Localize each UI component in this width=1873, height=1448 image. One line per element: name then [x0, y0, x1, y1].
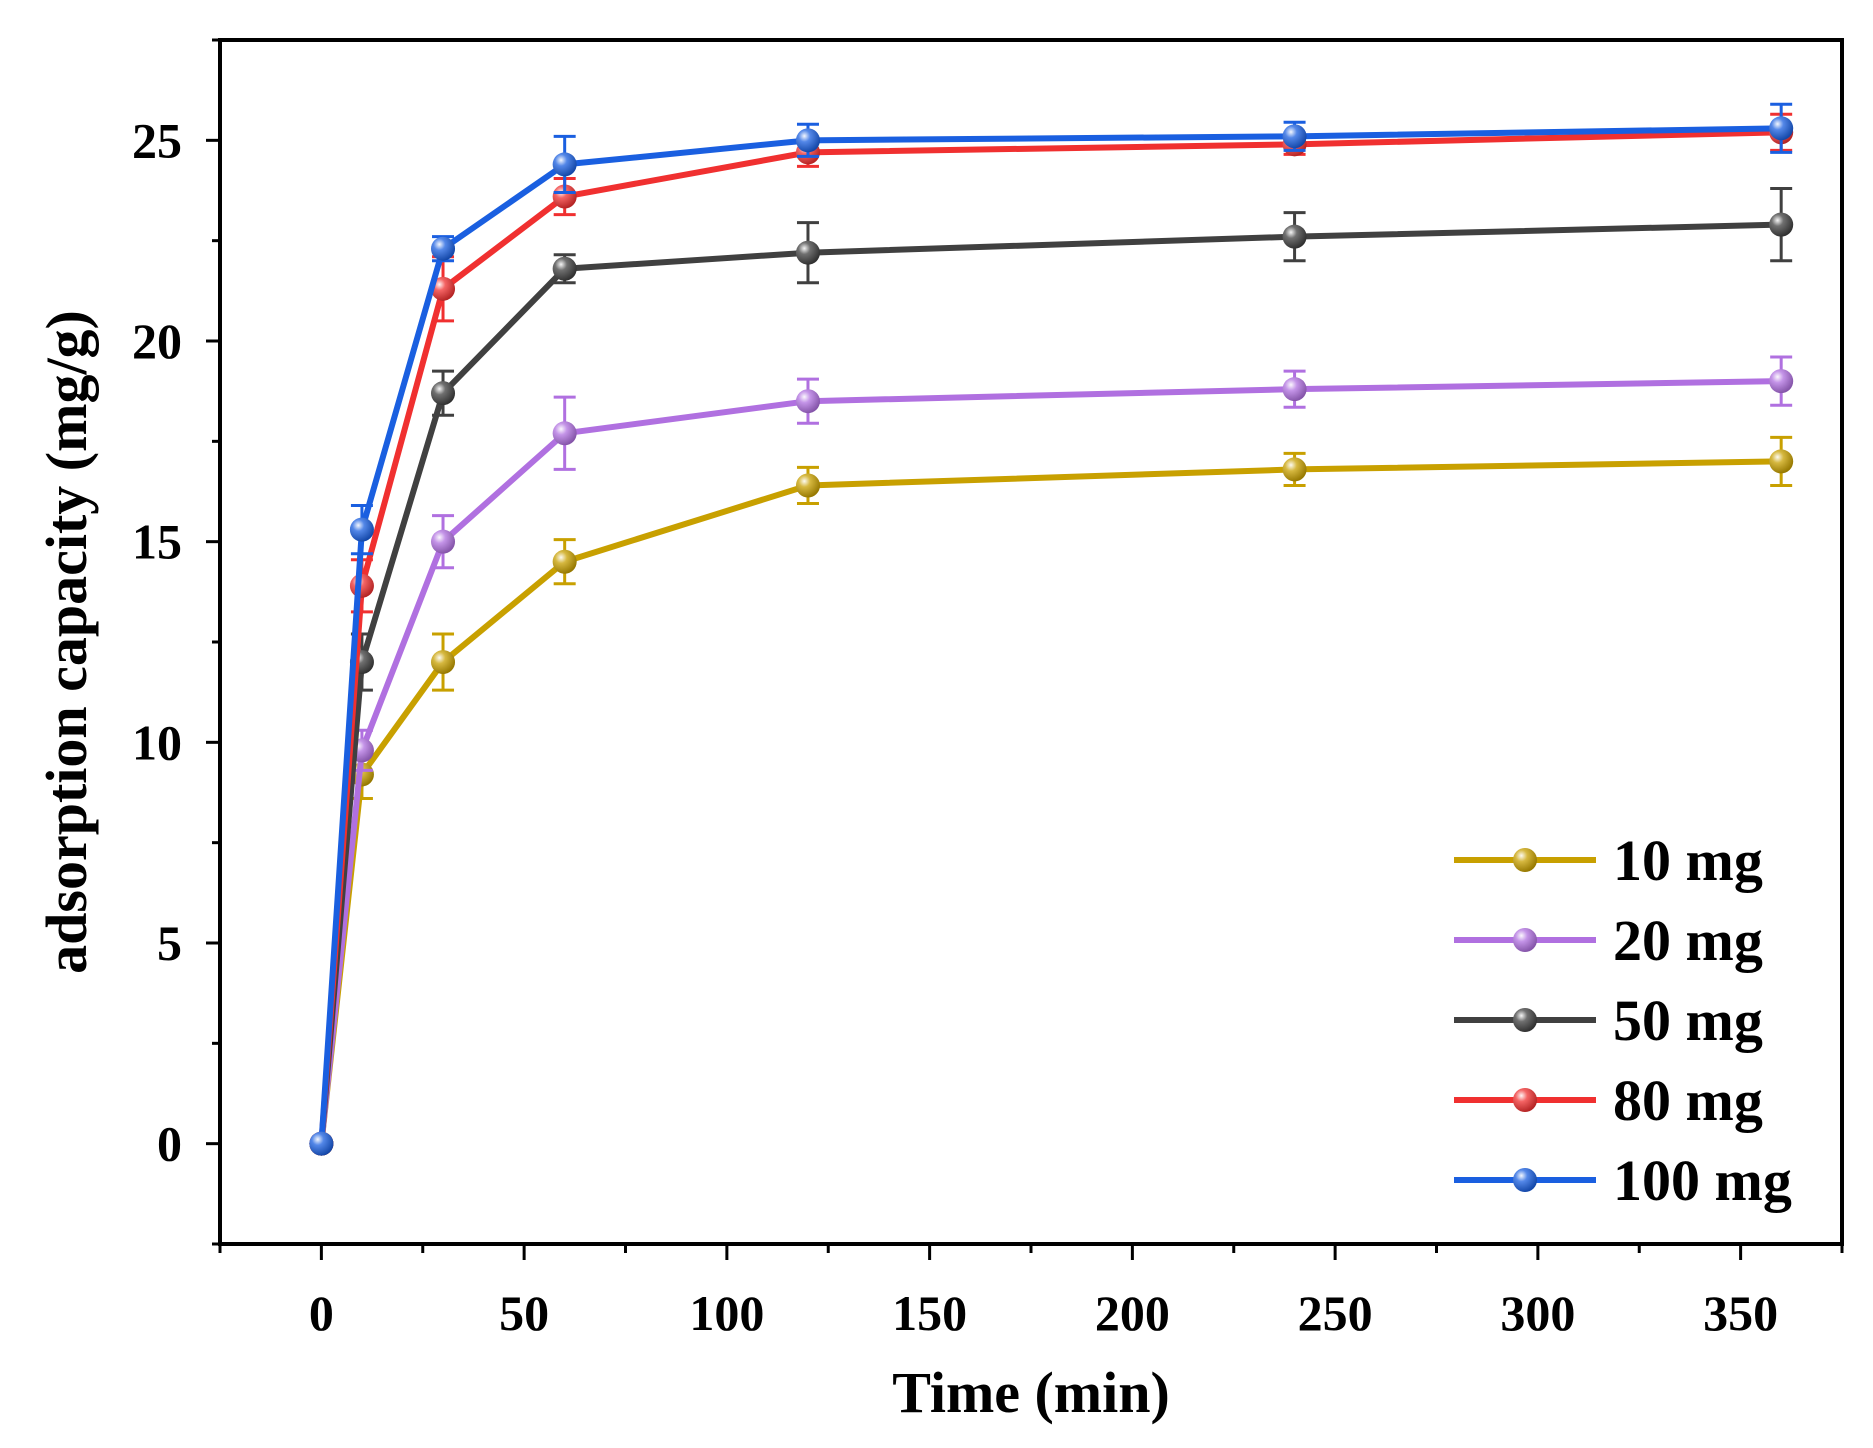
- data-point-shade: [431, 276, 456, 301]
- x-tick-label: 50: [499, 1285, 549, 1341]
- legend-label: 20 mg: [1613, 908, 1763, 973]
- series-line: [318, 125, 1782, 1144]
- data-point-shade: [1282, 377, 1307, 402]
- data-point-shade: [552, 152, 577, 177]
- legend-marker-shade: [1513, 848, 1537, 872]
- data-point-shade: [795, 389, 820, 414]
- x-tick-label: 200: [1095, 1285, 1170, 1341]
- data-point-shade: [552, 421, 577, 446]
- legend-label: 10 mg: [1613, 828, 1763, 893]
- legend-label: 50 mg: [1613, 988, 1763, 1053]
- data-point-shade: [1769, 212, 1794, 237]
- data-point-shade: [1769, 116, 1794, 141]
- legend: 10 mg 20 mg 50 mg 80 mg 100 mg: [1454, 828, 1792, 1213]
- plot-area: [309, 102, 1794, 1156]
- legend-label: 80 mg: [1613, 1068, 1763, 1133]
- data-point-shade: [1282, 124, 1307, 149]
- y-tick-label: 10: [132, 714, 182, 770]
- data-point-shade: [309, 1131, 334, 1156]
- legend-marker-shade: [1513, 1008, 1537, 1032]
- data-point-shade: [431, 381, 456, 406]
- x-tick-label: 100: [689, 1285, 764, 1341]
- series-line: [318, 221, 1782, 1144]
- data-point-shade: [552, 549, 577, 574]
- x-tick-label: 0: [309, 1285, 334, 1341]
- data-point-shade: [795, 128, 820, 153]
- x-tick-label: 300: [1500, 1285, 1575, 1341]
- series-line: [318, 129, 1782, 1144]
- y-tick-label: 25: [132, 112, 182, 168]
- y-tick-label: 15: [132, 514, 182, 570]
- data-point-shade: [1769, 369, 1794, 394]
- data-point-shade: [431, 529, 456, 554]
- data-point-shade: [431, 650, 456, 675]
- y-tick-label: 20: [132, 313, 182, 369]
- y-tick-label: 5: [157, 915, 182, 971]
- data-point-shade: [1282, 224, 1307, 249]
- axes: 0 50 100 150 200 250 300 350 0 5 10 15 20 25: [132, 38, 1844, 1341]
- data-point-shade: [431, 236, 456, 261]
- x-tick-label: 150: [892, 1285, 967, 1341]
- x-axis-title: Time (min): [892, 1360, 1170, 1425]
- series-line: [318, 458, 1782, 1144]
- x-tick-label: 250: [1298, 1285, 1373, 1341]
- x-tick-label: 350: [1703, 1285, 1778, 1341]
- series-line: [318, 378, 1782, 1144]
- data-point-shade: [1282, 457, 1307, 482]
- y-tick-label: 0: [157, 1116, 182, 1172]
- legend-marker-shade: [1513, 1088, 1537, 1112]
- data-point-shade: [349, 573, 374, 598]
- legend-marker-shade: [1513, 1168, 1537, 1192]
- data-point-shade: [552, 256, 577, 281]
- data-point-shade: [349, 517, 374, 542]
- data-point-shade: [795, 240, 820, 265]
- legend-marker-shade: [1513, 928, 1537, 952]
- data-point-shade: [795, 473, 820, 498]
- data-point-shade: [1769, 449, 1794, 474]
- legend-label: 100 mg: [1613, 1148, 1792, 1213]
- data-point-shade: [552, 184, 577, 209]
- y-axis-title: adsorption capacity (mg/g): [34, 310, 99, 974]
